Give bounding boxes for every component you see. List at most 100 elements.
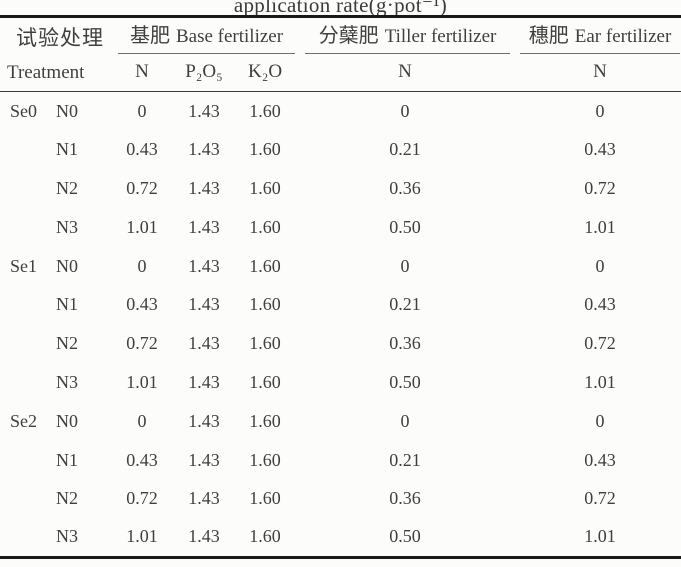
tiller-n-cell: 0.50 <box>389 371 421 392</box>
base-k2o-cell: 1.60 <box>249 333 281 354</box>
base-k2o-cell: 1.60 <box>249 410 281 431</box>
tiller-n-cell: 0 <box>400 255 410 276</box>
se-group-cell <box>0 169 50 208</box>
tiller-n-cell: 0.36 <box>389 177 421 198</box>
base-n-cell: 1.01 <box>126 371 158 392</box>
tiller-n-cell: 0 <box>400 100 410 121</box>
table-row: N1 0.43 1.43 1.60 0.21 0.43 <box>0 130 681 169</box>
ear-n-cell: 0.43 <box>584 449 616 470</box>
ear-n-cell: 1.01 <box>584 216 616 237</box>
tiller-n-header: N <box>300 53 511 92</box>
base-k2o-cell: 1.60 <box>249 216 281 237</box>
n-level-cell: N0 <box>56 100 78 121</box>
table-row: N1 0.43 1.43 1.60 0.21 0.43 <box>0 285 681 324</box>
ear-n-cell: 0 <box>595 255 605 276</box>
se-group-cell <box>0 441 50 480</box>
base-k2o-cell: 1.60 <box>249 371 281 392</box>
base-p2o5-cell: 1.43 <box>188 294 220 315</box>
table-row: N2 0.72 1.43 1.60 0.36 0.72 <box>0 479 681 518</box>
n-level-cell: N2 <box>56 333 78 354</box>
se-group-cell <box>0 324 50 363</box>
base-n-cell: 0.43 <box>126 139 158 160</box>
ear-n-cell: 0.72 <box>584 333 616 354</box>
n-level-cell: N1 <box>56 139 78 160</box>
base-group-en: Base fertilizer <box>175 25 284 47</box>
base-k2o-cell: 1.60 <box>249 100 281 121</box>
tiller-n-cell: 0.36 <box>389 488 421 509</box>
base-k2o-cell: 1.60 <box>249 488 281 509</box>
base-k2o-cell: 1.60 <box>249 255 281 276</box>
tiller-n-cell: 0.21 <box>389 449 421 470</box>
base-n-cell: 0 <box>137 255 147 276</box>
tiller-n-cell: 0.50 <box>389 216 421 237</box>
tiller-n-cell: 0.36 <box>389 333 421 354</box>
n-level-cell: N3 <box>56 526 78 547</box>
subheader-row: N P₂O₅ K₂O N N <box>0 53 681 92</box>
table-row: N2 0.72 1.43 1.60 0.36 0.72 <box>0 324 681 363</box>
tiller-n-cell: 0.50 <box>389 526 421 547</box>
ear-group-label: 穗肥 Ear fertilizer <box>520 19 681 54</box>
base-group-zh: 基肥 <box>129 24 170 47</box>
ear-group-en: Ear fertilizer <box>574 25 672 47</box>
caption-text: application rate(g·pot⁻¹) <box>233 0 448 15</box>
base-p2o5-cell: 1.43 <box>188 449 220 470</box>
base-n-cell: 0.72 <box>126 177 158 198</box>
group-header-row: 试验处理 Treatment 基肥 Base fertilizer 分蘖肥 Till… <box>0 16 681 92</box>
ear-group-zh: 穗肥 <box>528 24 569 47</box>
se-group-cell <box>0 363 50 402</box>
treatment-header-en: Treatment <box>7 61 85 83</box>
fertilizer-application-table: 试验处理 Treatment 基肥 Base fertilizer 分蘖肥 Till… <box>0 15 681 559</box>
ear-n-cell: 0 <box>595 100 605 121</box>
n-level-cell: N0 <box>56 410 78 431</box>
table-body: Se0 N0 0 1.43 1.60 0 0 N1 0.43 1.43 1.60… <box>0 92 681 558</box>
base-n-cell: 0.43 <box>126 294 158 315</box>
ear-n-cell: 0 <box>595 410 605 431</box>
table-row: N3 1.01 1.43 1.60 0.50 1.01 <box>0 363 681 402</box>
base-p2o5-cell: 1.43 <box>188 488 220 509</box>
n-level-cell: N2 <box>56 177 78 198</box>
se-group-cell <box>0 130 50 169</box>
base-n-cell: 0.72 <box>126 333 158 354</box>
ear-n-cell: 1.01 <box>584 526 616 547</box>
se-group-cell <box>0 479 50 518</box>
table-row: N1 0.43 1.43 1.60 0.21 0.43 <box>0 441 681 480</box>
n-level-cell: N1 <box>56 294 78 315</box>
base-p2o5-header: P₂O₅ <box>178 53 230 92</box>
tiller-n-cell: 0.21 <box>389 139 421 160</box>
base-n-cell: 1.01 <box>126 216 158 237</box>
se-group-cell <box>0 518 50 557</box>
table-row: N2 0.72 1.43 1.60 0.36 0.72 <box>0 169 681 208</box>
base-p2o5-cell: 1.43 <box>188 410 220 431</box>
n-level-cell: N0 <box>56 255 78 276</box>
se-group-cell: Se2 <box>10 410 37 431</box>
base-k2o-cell: 1.60 <box>249 526 281 547</box>
ear-fertilizer-group-header: 穗肥 Ear fertilizer <box>510 17 681 54</box>
treatment-header-zh: 试验处理 <box>16 25 104 50</box>
tiller-group-zh: 分蘖肥 <box>318 24 379 47</box>
base-k2o-cell: 1.60 <box>249 449 281 470</box>
base-fertilizer-group-header: 基肥 Base fertilizer <box>106 17 300 54</box>
n-level-cell: N3 <box>56 216 78 237</box>
se-group-cell: Se0 <box>10 100 37 121</box>
tiller-n-cell: 0.21 <box>389 294 421 315</box>
tiller-n-cell: 0 <box>400 410 410 431</box>
base-n-cell: 0 <box>137 100 147 121</box>
treatment-header: 试验处理 Treatment <box>0 16 106 92</box>
base-n-cell: 0.72 <box>126 488 158 509</box>
n-level-cell: N3 <box>56 371 78 392</box>
base-k2o-header: K₂O <box>230 53 301 92</box>
base-k2o-cell: 1.60 <box>249 294 281 315</box>
tiller-group-label: 分蘖肥 Tiller fertilizer <box>305 19 511 54</box>
ear-n-cell: 0.43 <box>584 139 616 160</box>
base-p2o5-cell: 1.43 <box>188 526 220 547</box>
base-p2o5-cell: 1.43 <box>188 255 220 276</box>
tiller-fertilizer-group-header: 分蘖肥 Tiller fertilizer <box>300 17 511 54</box>
base-n-header: N <box>106 53 178 92</box>
base-p2o5-cell: 1.43 <box>188 139 220 160</box>
ear-n-header: N <box>510 53 681 92</box>
base-n-cell: 1.01 <box>126 526 158 547</box>
table-row: Se1 N0 0 1.43 1.60 0 0 <box>0 247 681 286</box>
table-header: 试验处理 Treatment 基肥 Base fertilizer 分蘖肥 Till… <box>0 16 681 92</box>
table-caption: application rate(g·pot⁻¹) <box>0 0 681 15</box>
base-p2o5-cell: 1.43 <box>188 333 220 354</box>
